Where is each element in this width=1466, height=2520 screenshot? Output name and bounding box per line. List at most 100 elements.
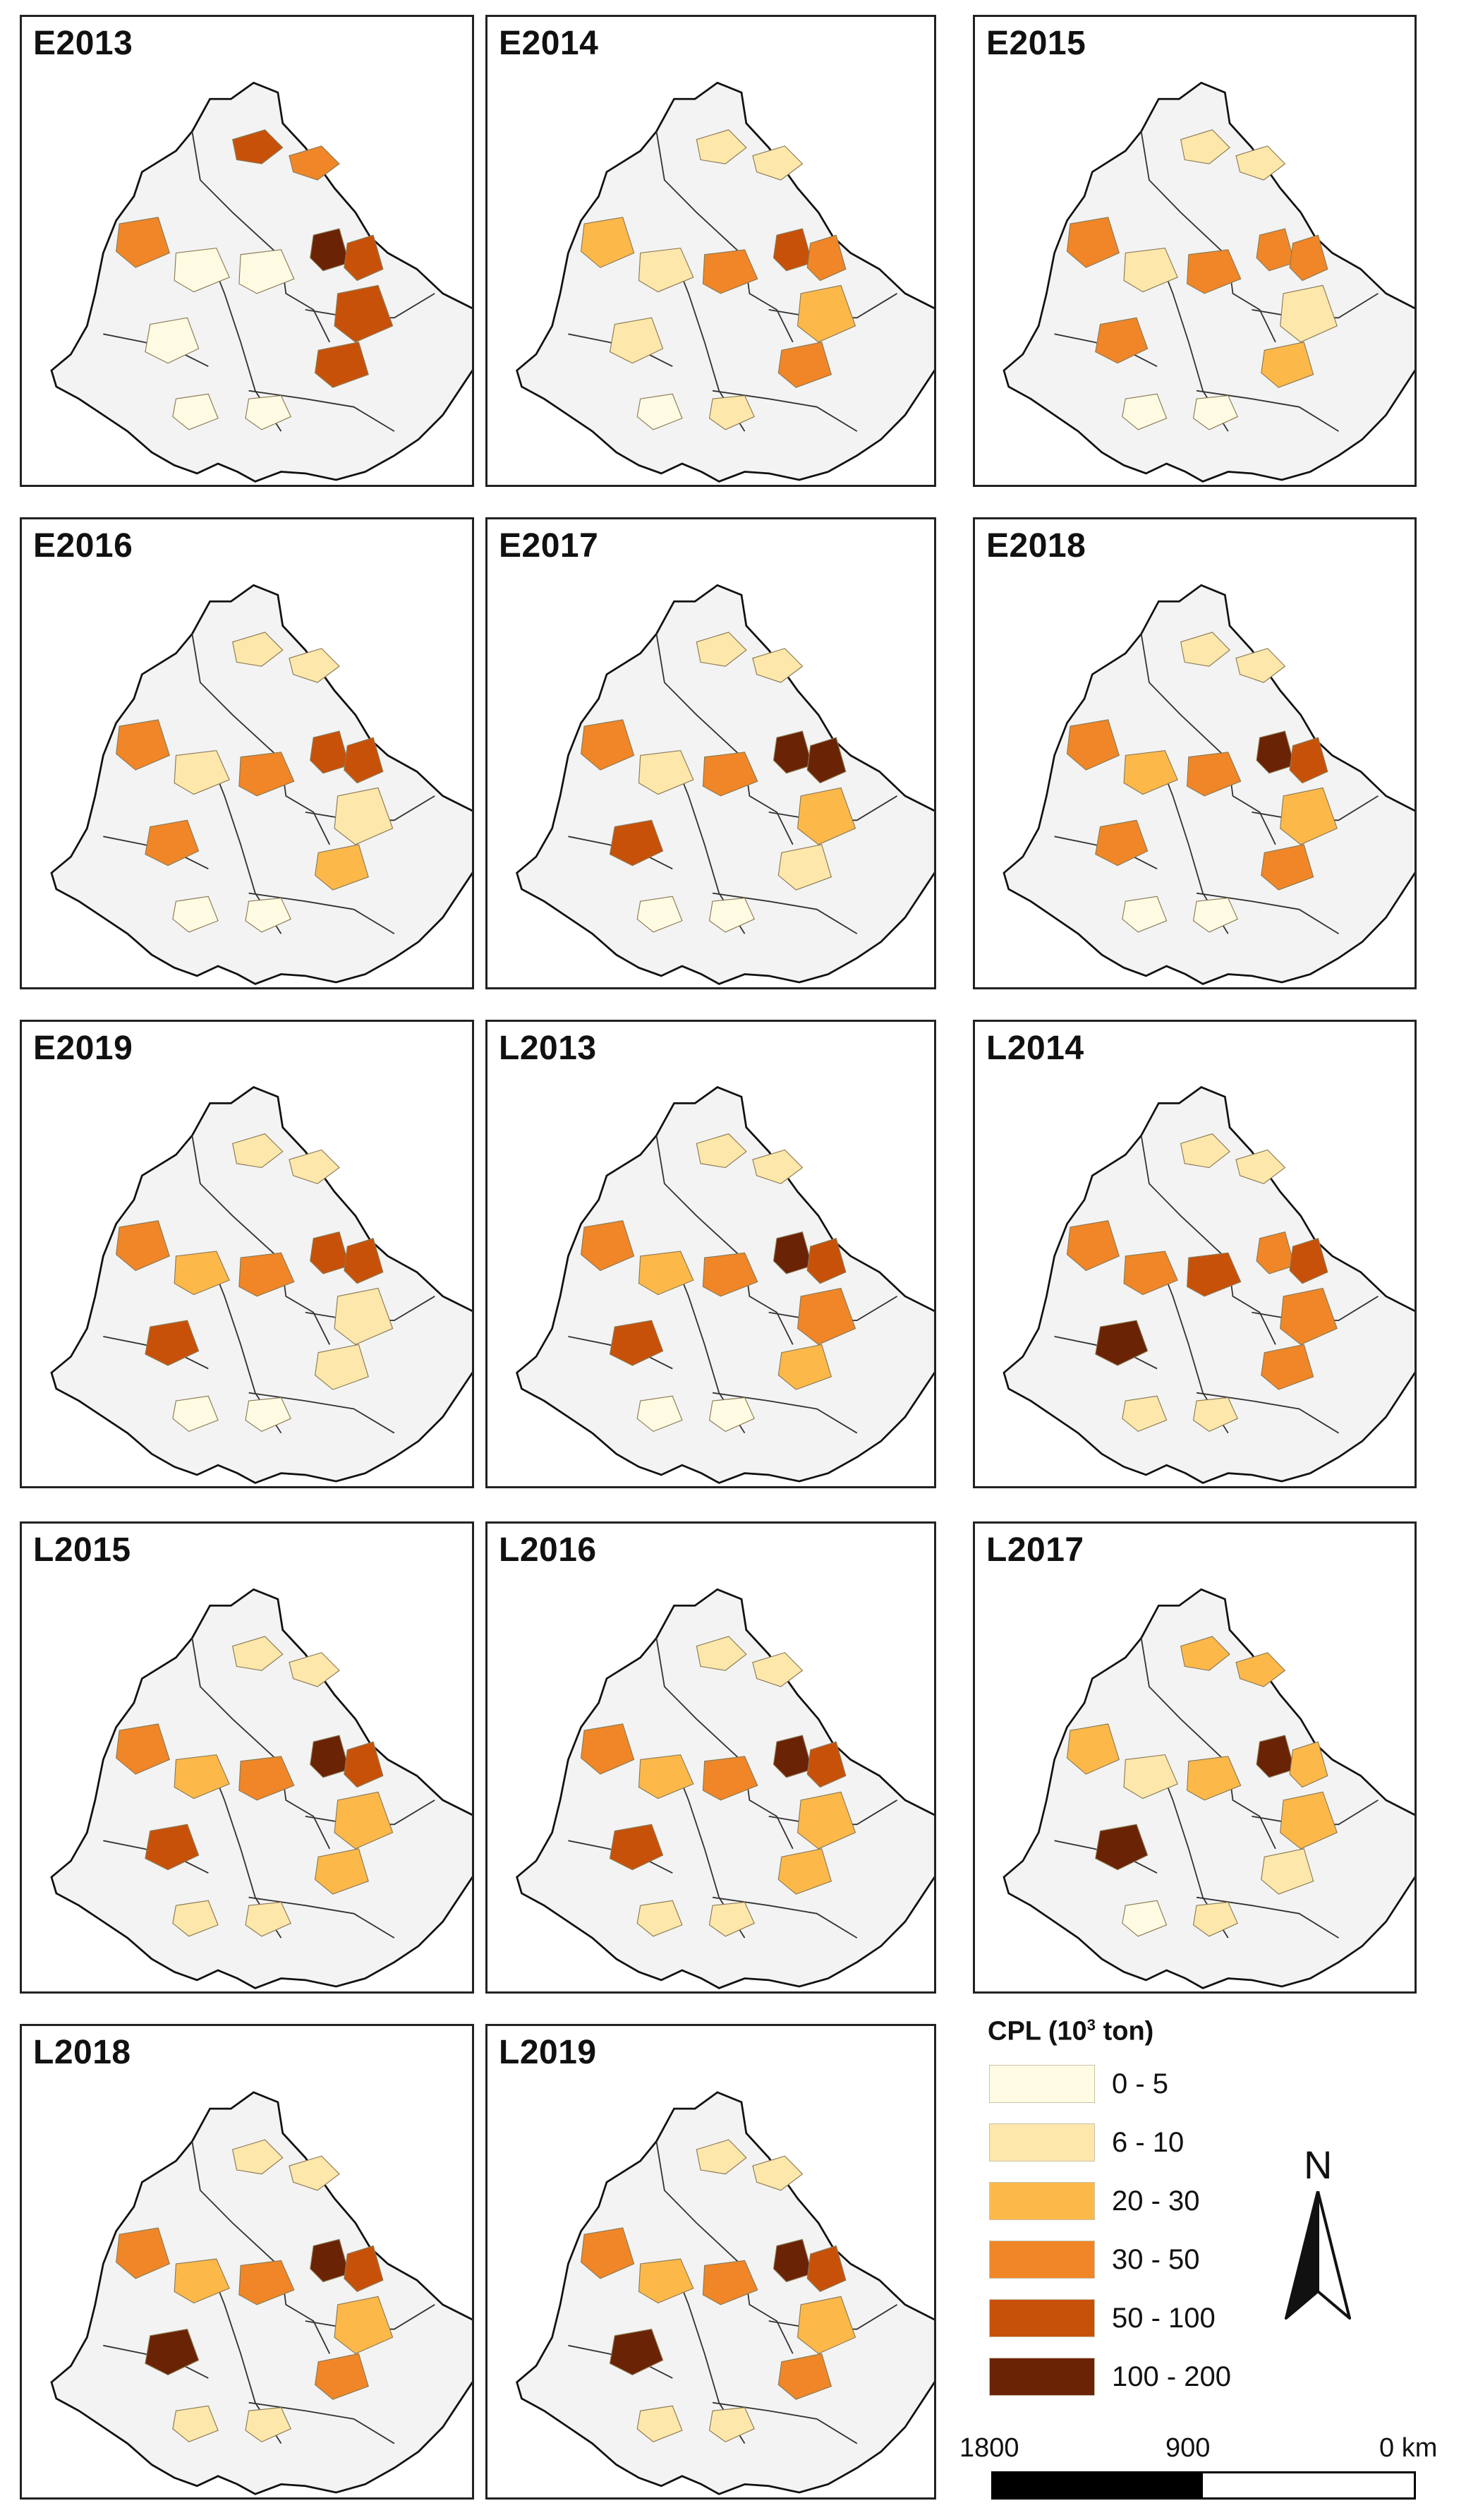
city-region xyxy=(638,247,694,293)
city-region xyxy=(777,844,832,891)
province-border xyxy=(1196,390,1339,432)
map-shape xyxy=(516,81,934,483)
city-region xyxy=(806,1741,847,1788)
panel-label: E2013 xyxy=(33,25,133,62)
legend-swatch xyxy=(989,2358,1095,2396)
panel-label: L2018 xyxy=(33,2034,131,2071)
city-region xyxy=(1066,719,1120,771)
city-region xyxy=(797,284,856,343)
map-shape xyxy=(1002,1588,1414,1989)
city-region xyxy=(310,228,350,272)
legend-label: 30 - 50 xyxy=(1112,2243,1200,2275)
map-panel-l2013: L2013 xyxy=(485,1020,936,1488)
city-region xyxy=(232,129,284,164)
map-panel-e2013: E2013 xyxy=(20,15,474,487)
city-region xyxy=(1123,1754,1178,1799)
city-region xyxy=(797,1791,856,1850)
city-region xyxy=(1187,752,1242,797)
province-border xyxy=(712,1392,858,1434)
province-border xyxy=(248,1392,395,1434)
city-region xyxy=(232,2139,284,2175)
city-region xyxy=(245,1397,291,1433)
city-region xyxy=(1095,819,1149,867)
city-region xyxy=(314,1848,369,1895)
city-region xyxy=(174,1250,230,1296)
map-shape xyxy=(50,81,472,483)
city-region xyxy=(777,1848,832,1895)
city-region xyxy=(116,1723,170,1775)
legend-label: 6 - 10 xyxy=(1112,2126,1185,2158)
city-region xyxy=(1256,228,1295,272)
panel-label: E2014 xyxy=(499,25,599,62)
city-region xyxy=(1187,249,1242,294)
city-region xyxy=(174,1754,230,1799)
province-border xyxy=(712,390,858,432)
city-region xyxy=(1187,1252,1242,1297)
province-border xyxy=(191,1638,282,1764)
city-region xyxy=(1261,844,1314,891)
panel-label: L2014 xyxy=(986,1030,1084,1067)
panel-label: L2013 xyxy=(499,1030,597,1067)
legend-item: 100 - 200 xyxy=(989,2358,1231,2396)
map-panel-l2018: L2018 xyxy=(20,2024,474,2500)
city-region xyxy=(777,342,832,388)
city-region xyxy=(344,2245,384,2293)
legend-item: 50 - 100 xyxy=(989,2299,1216,2337)
city-region xyxy=(581,217,635,268)
map-shape xyxy=(1002,81,1414,483)
city-region xyxy=(702,1756,758,1801)
map-panel-l2017: L2017 xyxy=(973,1521,1417,1994)
map-shape xyxy=(516,1086,934,1484)
city-region xyxy=(806,234,847,282)
city-region xyxy=(636,393,683,430)
city-region xyxy=(1095,317,1149,364)
city-region xyxy=(344,737,384,784)
city-region xyxy=(609,2328,664,2375)
city-region xyxy=(245,2407,291,2442)
city-region xyxy=(245,1901,291,1937)
city-region xyxy=(752,145,804,181)
province-border xyxy=(1140,131,1229,258)
city-region xyxy=(1122,1900,1168,1937)
city-region xyxy=(708,394,755,430)
city-region xyxy=(696,1636,747,1671)
map-panel-e2015: E2015 xyxy=(973,15,1417,487)
city-region xyxy=(581,1723,635,1775)
city-region xyxy=(289,648,340,683)
north-arrow-icon xyxy=(1285,2191,1351,2320)
city-region xyxy=(145,1823,200,1871)
city-region xyxy=(145,2328,200,2375)
map-panel-e2018: E2018 xyxy=(973,517,1417,989)
city-region xyxy=(638,1754,694,1799)
city-region xyxy=(145,819,200,867)
legend-swatch xyxy=(989,2065,1095,2103)
panel-label: E2019 xyxy=(33,1030,133,1067)
city-region xyxy=(708,2407,755,2442)
city-region xyxy=(334,1791,394,1850)
province-border xyxy=(655,1135,746,1261)
city-region xyxy=(1235,1149,1286,1184)
city-region xyxy=(232,1133,284,1169)
city-region xyxy=(1180,1133,1230,1169)
city-region xyxy=(1066,1723,1120,1775)
city-region xyxy=(1180,632,1230,667)
city-region xyxy=(1095,1823,1149,1871)
city-region xyxy=(238,752,295,797)
city-region xyxy=(797,2296,856,2354)
scale-bar-white xyxy=(1201,2471,1416,2500)
city-region xyxy=(609,819,664,867)
city-region xyxy=(310,1231,350,1274)
city-region xyxy=(1261,342,1314,388)
city-region xyxy=(174,2258,230,2304)
city-region xyxy=(581,2227,635,2279)
city-region xyxy=(708,897,755,933)
panel-label: L2019 xyxy=(499,2034,597,2071)
province-border xyxy=(655,131,746,258)
city-region xyxy=(289,2155,340,2191)
province-border xyxy=(655,1638,746,1764)
city-region xyxy=(232,632,284,667)
province-border xyxy=(712,2401,858,2444)
city-region xyxy=(638,749,694,795)
city-region xyxy=(1280,787,1338,845)
city-region xyxy=(116,719,170,771)
